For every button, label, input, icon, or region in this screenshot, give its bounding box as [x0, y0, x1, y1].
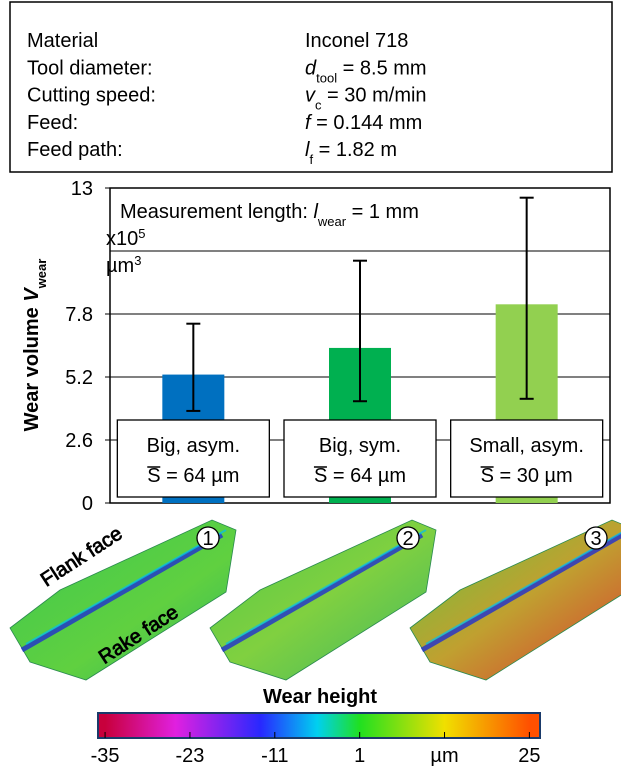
colorbar-tick-label: -11 [261, 745, 288, 767]
y-axis-label-part: wear [34, 259, 49, 290]
parameter-value: vc = 30 m/min [305, 85, 427, 113]
y-unit: µm3 [106, 253, 141, 278]
category-note-part: S [481, 465, 494, 487]
y-tick-label: 5.2 [65, 367, 93, 389]
category-note-part: = 64 µm [327, 465, 406, 487]
y-tick-label: 0 [82, 493, 93, 515]
image-number: 1 [202, 528, 213, 550]
colorbar-title: Wear height [263, 686, 377, 708]
y-tick-label: 7.8 [65, 304, 93, 326]
parameter-value: lf = 1.82 m [305, 139, 397, 167]
colorbar-tick-label: 25 [518, 745, 540, 767]
parameter-value: Inconel 718 [305, 30, 408, 52]
parameter-label: Feed: [27, 112, 78, 134]
parameter-value: f = 0.144 mm [305, 112, 422, 134]
y-multiplier-part: x10 [106, 228, 138, 250]
category-note-part: = 30 µm [494, 465, 573, 487]
parameter-label: Cutting speed: [27, 85, 156, 107]
image-number: 3 [590, 528, 601, 550]
annotation-part: Measurement length: [120, 201, 313, 223]
y-tick-label: 2.6 [65, 430, 93, 452]
y-axis-label-part: Wear volume [21, 302, 43, 432]
parameter-label: Feed path: [27, 139, 123, 161]
parameter-value-part: = 30 m/min [322, 85, 427, 107]
parameter-label: Tool diameter: [27, 57, 153, 79]
category-label: Small, asym. [469, 435, 583, 457]
page: Material Inconel 718 Tool diameter: dtool =… [0, 0, 621, 769]
category-note: S = 64 µm [314, 465, 406, 487]
category-label: Big, sym. [319, 435, 401, 457]
parameter-value-part: = 8.5 mm [337, 57, 426, 79]
parameter-value-part: Inconel 718 [305, 30, 408, 52]
y-tick-label: 13 [71, 178, 93, 200]
category-label: Big, asym. [147, 435, 240, 457]
y-unit-part: 3 [134, 253, 141, 268]
colorbar-tick-label: -23 [175, 745, 204, 767]
category-note-part: = 64 µm [161, 465, 240, 487]
annotation-part: wear [317, 214, 347, 229]
parameter-value-part: = 1.82 m [313, 139, 397, 161]
parameter-value-part: tool [316, 70, 337, 85]
parameter-value-part: = 0.144 mm [311, 112, 423, 134]
colorbar-tick-label: 1 [354, 745, 365, 767]
category-note: S = 30 µm [481, 465, 573, 487]
y-multiplier-part: 5 [138, 226, 145, 241]
y-axis-label: Wear volume Vwear [21, 259, 49, 432]
y-multiplier: x105 [106, 226, 145, 251]
annotation: Measurement length: lwear = 1 mm [120, 201, 419, 229]
category-note: S = 64 µm [147, 465, 239, 487]
image-number: 2 [402, 528, 413, 550]
category-note-part: S [147, 465, 160, 487]
annotation-part: = 1 mm [346, 201, 419, 223]
colorbar-tick-label: µm [430, 745, 458, 767]
y-unit-part: µm [106, 255, 134, 277]
parameter-label: Material [27, 30, 98, 52]
colorbar-tick-label: -35 [91, 745, 120, 767]
colorbar [98, 713, 540, 738]
category-note-part: S [314, 465, 327, 487]
parameter-value: dtool = 8.5 mm [305, 57, 427, 85]
